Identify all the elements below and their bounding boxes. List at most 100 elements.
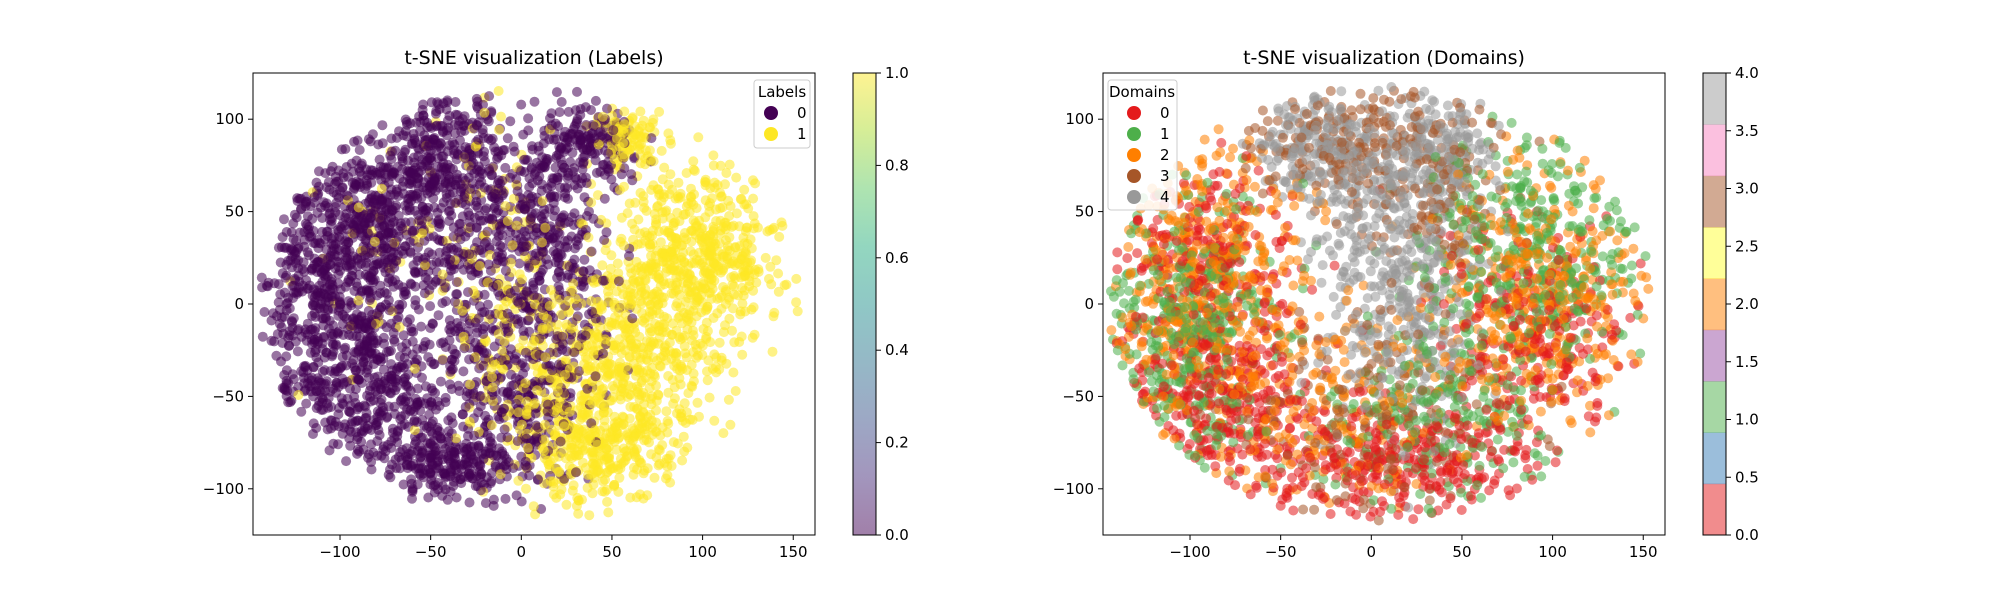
scatter-point <box>475 261 485 271</box>
scatter-point <box>723 241 733 251</box>
scatter-point <box>749 211 759 221</box>
scatter-point <box>402 460 412 470</box>
scatter-point <box>706 249 716 259</box>
scatter-point <box>566 324 576 334</box>
scatter-point <box>689 165 699 175</box>
scatter-point <box>373 406 383 416</box>
scatter-point <box>571 436 581 446</box>
scatter-point <box>480 354 490 364</box>
scatter-point <box>294 271 304 281</box>
scatter-point <box>352 156 362 166</box>
scatter-point <box>494 125 504 135</box>
scatter-point <box>419 111 429 121</box>
scatter-point <box>703 375 713 385</box>
scatter-point <box>741 249 751 259</box>
scatter-point <box>517 274 527 284</box>
scatter-point <box>562 500 572 510</box>
scatter-point <box>482 237 492 247</box>
scatter-point <box>501 297 511 307</box>
scatter-point <box>671 301 681 311</box>
scatter-point <box>687 360 697 370</box>
scatter-point <box>740 307 750 317</box>
scatter-point <box>532 223 542 233</box>
scatter-point <box>494 86 504 96</box>
scatter-point <box>667 232 677 242</box>
scatter-point <box>264 278 274 288</box>
scatter-point <box>683 316 693 326</box>
y-tick-label: −50 <box>212 387 244 405</box>
scatter-point <box>531 409 541 419</box>
scatter-point <box>506 344 516 354</box>
y-tick-label: 50 <box>225 203 244 221</box>
scatter-point <box>771 255 781 265</box>
scatter-point <box>538 444 548 454</box>
scatter-point <box>565 407 575 417</box>
scatter-point <box>679 257 689 267</box>
scatter-point <box>620 323 630 333</box>
scatter-point <box>385 151 395 161</box>
scatter-point <box>540 420 550 430</box>
scatter-point <box>573 509 583 519</box>
scatter-point <box>715 203 725 213</box>
scatter-point <box>409 226 419 236</box>
scatter-point <box>483 430 493 440</box>
scatter-point <box>396 396 406 406</box>
scatter-point <box>609 481 619 491</box>
scatter-point <box>602 497 612 507</box>
scatter-point <box>657 146 667 156</box>
scatter-point <box>489 189 499 199</box>
scatter-point <box>718 428 728 438</box>
scatter-point <box>729 337 739 347</box>
scatter-point <box>382 289 392 299</box>
scatter-point <box>695 228 705 238</box>
scatter-point <box>561 355 571 365</box>
scatter-point <box>526 164 536 174</box>
scatter-point <box>317 227 327 237</box>
scatter-point <box>445 182 455 192</box>
scatter-point <box>634 332 644 342</box>
scatter-point <box>674 373 684 383</box>
scatter-point <box>449 223 459 233</box>
scatter-point <box>537 152 547 162</box>
scatter-point <box>391 463 401 473</box>
colorbar-tick-label: 0.6 <box>885 249 909 267</box>
scatter-point <box>569 348 579 358</box>
scatter-point <box>524 471 534 481</box>
scatter-point <box>654 107 664 117</box>
scatter-point <box>480 183 490 193</box>
legend-label-1: 1 <box>797 125 807 143</box>
scatter-point <box>366 439 376 449</box>
scatter-point <box>459 343 469 353</box>
scatter-point <box>731 386 741 396</box>
scatter-point <box>409 129 419 139</box>
scatter-point <box>395 414 405 424</box>
scatter-point <box>634 263 644 273</box>
scatter-point <box>614 432 624 442</box>
scatter-point <box>309 226 319 236</box>
scatter-point <box>337 398 347 408</box>
scatter-point <box>475 167 485 177</box>
scatter-point <box>450 198 460 208</box>
scatter-point <box>475 392 485 402</box>
scatter-point <box>610 412 620 422</box>
scatter-point <box>408 485 418 495</box>
scatter-point <box>601 245 611 255</box>
scatter-point <box>307 335 317 345</box>
scatter-point <box>617 169 627 179</box>
scatter-point <box>333 439 343 449</box>
scatter-point <box>614 276 624 286</box>
scatter-point <box>709 416 719 426</box>
scatter-point <box>682 324 692 334</box>
scatter-point <box>595 398 605 408</box>
scatter-point <box>659 319 669 329</box>
scatter-point <box>287 317 297 327</box>
scatter-point <box>646 258 656 268</box>
scatter-point <box>414 305 424 315</box>
scatter-point <box>482 203 492 213</box>
scatter-point <box>569 480 579 490</box>
scatter-point <box>540 352 550 362</box>
scatter-point <box>360 184 370 194</box>
scatter-point <box>522 434 532 444</box>
scatter-point <box>469 431 479 441</box>
scatter-point <box>428 416 438 426</box>
